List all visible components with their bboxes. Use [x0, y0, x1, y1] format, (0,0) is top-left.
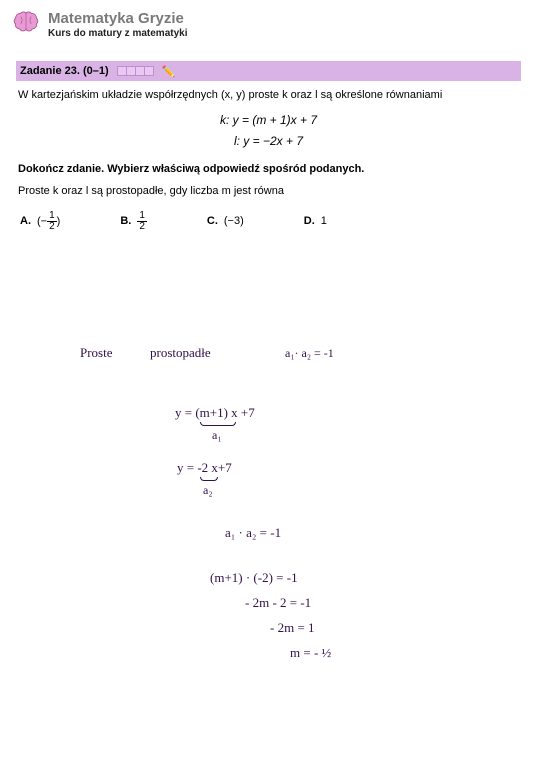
hw-line5: (m+1) · (-2) = -1 [210, 570, 298, 586]
choice-b-value: 12 [137, 211, 147, 232]
hw-line3-sub: a₂ [203, 483, 213, 498]
choice-c: C. (−3) [207, 211, 244, 232]
choice-d: D. 1 [304, 211, 327, 232]
equation-l: l: y = −2x + 7 [18, 131, 519, 153]
choice-b-label: B. [120, 215, 131, 227]
site-title: Matematyka Gryzie [48, 10, 188, 27]
choice-c-value: (−3) [224, 215, 244, 227]
equation-k: k: y = (m + 1)x + 7 [18, 110, 519, 132]
page-header: Matematyka Gryzie Kurs do matury z matem… [0, 0, 537, 47]
hw-line8: m = - ½ [290, 645, 331, 661]
instruction: Dokończ zdanie. Wybierz właściwą odpowie… [18, 163, 519, 175]
problem-content: W kartezjańskim układzie współrzędnych (… [0, 81, 537, 232]
choice-c-label: C. [207, 215, 218, 227]
choice-d-value: 1 [321, 215, 327, 227]
task-bar: Zadanie 23. (0–1) ✏️ [16, 61, 521, 81]
choice-b: B. 12 [120, 211, 147, 232]
hw-line1b: prostopadłe [150, 345, 211, 361]
hw-line7: - 2m = 1 [270, 620, 315, 636]
task-label: Zadanie 23. (0–1) [20, 65, 109, 77]
site-subtitle: Kurs do matury z matematyki [48, 28, 188, 39]
difficulty-boxes [117, 66, 154, 76]
hw-line6: - 2m - 2 = -1 [245, 595, 311, 611]
equations: k: y = (m + 1)x + 7 l: y = −2x + 7 [18, 110, 519, 153]
brain-icon [12, 8, 40, 41]
hw-brace1 [200, 422, 236, 426]
hw-line2: y = (m+1) x +7 [175, 405, 255, 421]
statement: Proste k oraz l są prostopadłe, gdy licz… [18, 185, 519, 197]
choice-a: A. (−12) [20, 211, 60, 232]
answer-choices: A. (−12) B. 12 C. (−3) D. 1 [18, 211, 519, 232]
hw-line1c: a₁· a₂ = -1 [285, 346, 334, 361]
hw-line4: a₁ · a₂ = -1 [225, 525, 281, 541]
choice-a-label: A. [20, 215, 31, 227]
hw-brace2 [200, 477, 218, 481]
hw-line2-sub: a₁ [212, 428, 222, 443]
choice-d-label: D. [304, 215, 315, 227]
choice-a-value: (−12) [37, 211, 60, 232]
pencil-icon: ✏️ [162, 65, 176, 78]
problem-intro: W kartezjańskim układzie współrzędnych (… [18, 87, 519, 104]
header-text: Matematyka Gryzie Kurs do matury z matem… [48, 10, 188, 39]
hw-line3: y = -2 x+7 [177, 460, 232, 476]
hw-line1a: Proste [80, 345, 113, 361]
